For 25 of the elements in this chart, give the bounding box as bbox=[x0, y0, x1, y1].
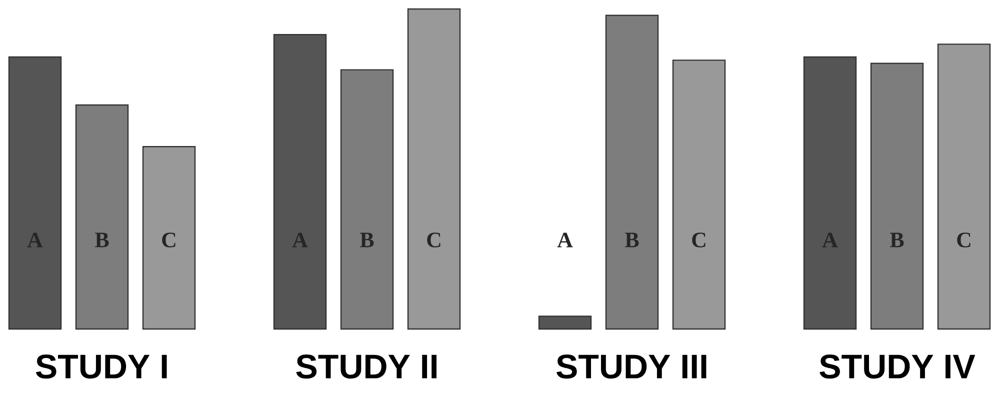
series-label: C bbox=[162, 232, 176, 248]
text: B bbox=[95, 232, 109, 248]
bar bbox=[937, 44, 991, 330]
series-label: B bbox=[360, 232, 374, 248]
text: A bbox=[557, 232, 573, 248]
bar bbox=[870, 62, 924, 330]
text: B bbox=[890, 232, 904, 248]
text: B bbox=[625, 232, 639, 248]
bar bbox=[8, 56, 62, 330]
bar bbox=[340, 69, 394, 330]
bar bbox=[273, 34, 327, 330]
bar bbox=[75, 104, 129, 330]
x-tick-label: STUDY IV bbox=[820, 354, 976, 379]
x-tick-label: STUDY II bbox=[296, 354, 436, 379]
text: C bbox=[957, 232, 970, 248]
bar bbox=[605, 14, 659, 330]
bar bbox=[407, 8, 461, 330]
text: C bbox=[692, 232, 706, 248]
x-tick-label: STUDY III bbox=[556, 354, 706, 379]
text: C bbox=[427, 232, 440, 248]
bar bbox=[142, 146, 196, 330]
bar bbox=[538, 316, 592, 330]
bar bbox=[672, 60, 726, 330]
x-tick-label: STUDY I bbox=[36, 354, 167, 379]
bar bbox=[803, 56, 857, 330]
